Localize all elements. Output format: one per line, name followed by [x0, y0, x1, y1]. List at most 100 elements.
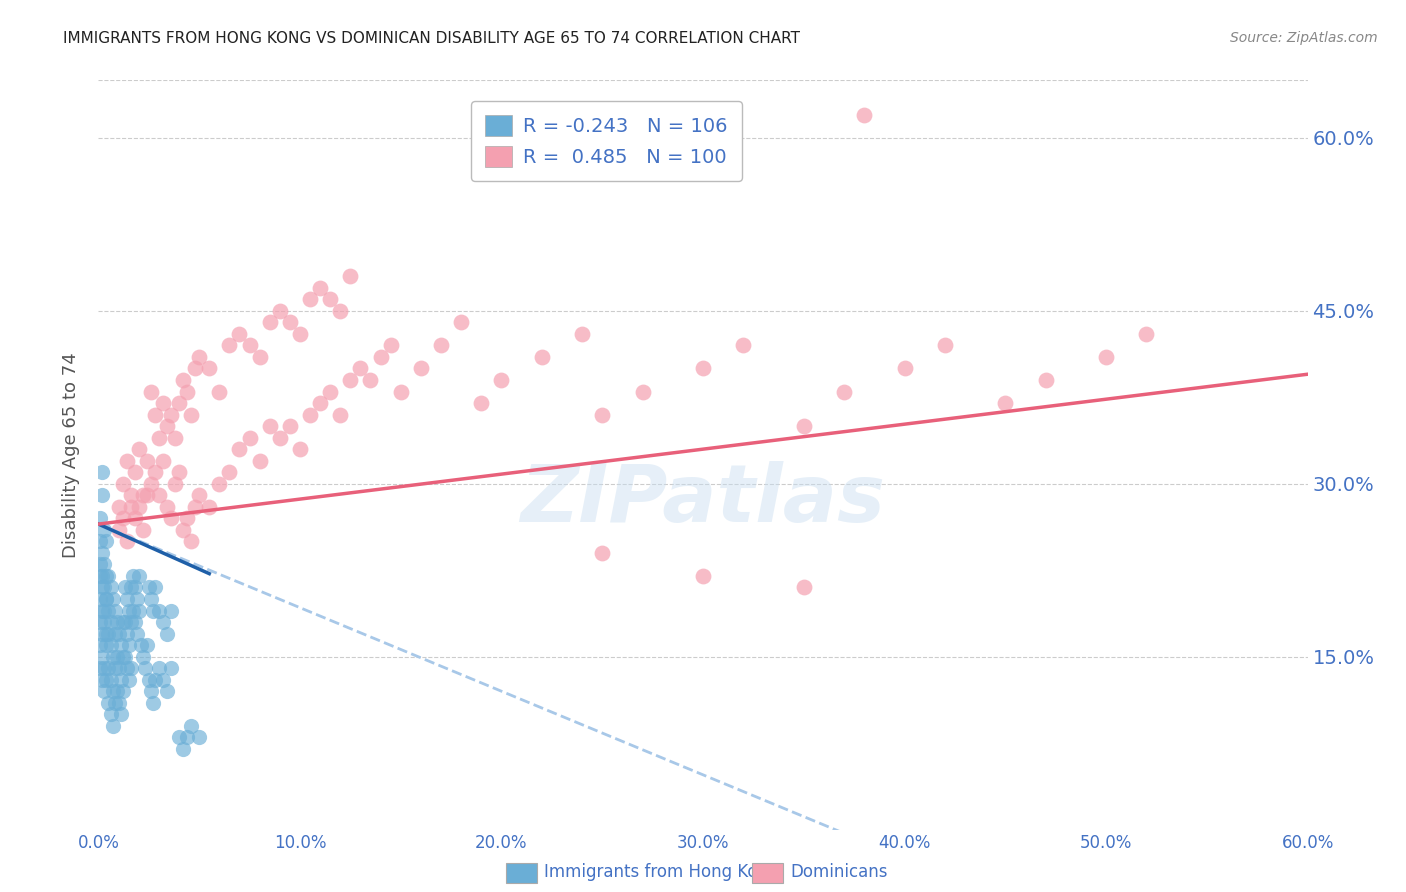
Point — [148, 661, 170, 675]
Point — [107, 523, 129, 537]
Legend: R = -0.243   N = 106, R =  0.485   N = 100: R = -0.243 N = 106, R = 0.485 N = 100 — [471, 101, 741, 180]
Point — [96, 592, 118, 607]
Point — [91, 649, 114, 664]
Point — [135, 488, 157, 502]
Point — [142, 603, 165, 617]
Point — [100, 673, 122, 687]
Point — [299, 293, 322, 307]
Point — [249, 350, 271, 364]
Point — [105, 615, 128, 629]
Point — [148, 431, 170, 445]
Point — [172, 523, 194, 537]
Point — [172, 742, 194, 756]
Point — [97, 569, 120, 583]
Point — [143, 673, 166, 687]
Point — [180, 408, 202, 422]
Point — [96, 626, 118, 640]
Point — [198, 500, 221, 514]
Point — [91, 603, 114, 617]
Point — [470, 396, 492, 410]
Point — [107, 500, 129, 514]
Point — [121, 603, 143, 617]
Point — [409, 361, 432, 376]
Point — [176, 511, 198, 525]
Point — [118, 603, 141, 617]
Point — [107, 661, 129, 675]
Text: Immigrants from Hong Kong: Immigrants from Hong Kong — [544, 863, 779, 881]
Point — [89, 638, 111, 652]
Point — [120, 661, 142, 675]
Point — [692, 569, 714, 583]
Point — [139, 592, 162, 607]
Point — [198, 361, 221, 376]
Point — [93, 558, 115, 572]
Point — [96, 569, 118, 583]
Point — [103, 661, 125, 675]
Y-axis label: Disability Age 65 to 74: Disability Age 65 to 74 — [62, 352, 80, 558]
Point — [218, 465, 240, 479]
Point — [239, 431, 262, 445]
Point — [114, 581, 136, 595]
Point — [208, 476, 231, 491]
Point — [128, 442, 150, 457]
Point — [269, 431, 291, 445]
Point — [124, 581, 146, 595]
Point — [692, 361, 714, 376]
Point — [132, 488, 155, 502]
Point — [1095, 350, 1118, 364]
Point — [160, 408, 183, 422]
Point — [156, 500, 179, 514]
Point — [93, 684, 115, 698]
Point — [91, 546, 114, 560]
Point — [114, 615, 136, 629]
Point — [389, 384, 412, 399]
Point — [97, 661, 120, 675]
Point — [125, 626, 148, 640]
Point — [105, 649, 128, 664]
Point — [91, 488, 114, 502]
Point — [278, 419, 301, 434]
Point — [180, 719, 202, 733]
Point — [167, 731, 190, 745]
Point — [100, 581, 122, 595]
Point — [111, 615, 134, 629]
Point — [156, 419, 179, 434]
Point — [89, 569, 111, 583]
Point — [259, 419, 281, 434]
Point — [89, 615, 111, 629]
Point — [288, 326, 311, 341]
Point — [380, 338, 402, 352]
Point — [430, 338, 453, 352]
Point — [530, 350, 553, 364]
Point — [89, 661, 111, 675]
Point — [120, 500, 142, 514]
Point — [103, 603, 125, 617]
Point — [239, 338, 262, 352]
Point — [111, 511, 134, 525]
Point — [218, 338, 240, 352]
Point — [208, 384, 231, 399]
Point — [143, 465, 166, 479]
Point — [128, 500, 150, 514]
Point — [91, 569, 114, 583]
Point — [118, 638, 141, 652]
Point — [152, 396, 174, 410]
Point — [91, 581, 114, 595]
Point — [110, 638, 132, 652]
Point — [491, 373, 513, 387]
Point — [115, 592, 138, 607]
Point — [97, 696, 120, 710]
Point — [125, 592, 148, 607]
Point — [132, 649, 155, 664]
Point — [91, 626, 114, 640]
Point — [93, 523, 115, 537]
Point — [110, 673, 132, 687]
Point — [309, 396, 332, 410]
Point — [103, 696, 125, 710]
Point — [172, 373, 194, 387]
Point — [160, 661, 183, 675]
Point — [184, 500, 207, 514]
Point — [96, 592, 118, 607]
Point — [89, 592, 111, 607]
Point — [107, 626, 129, 640]
